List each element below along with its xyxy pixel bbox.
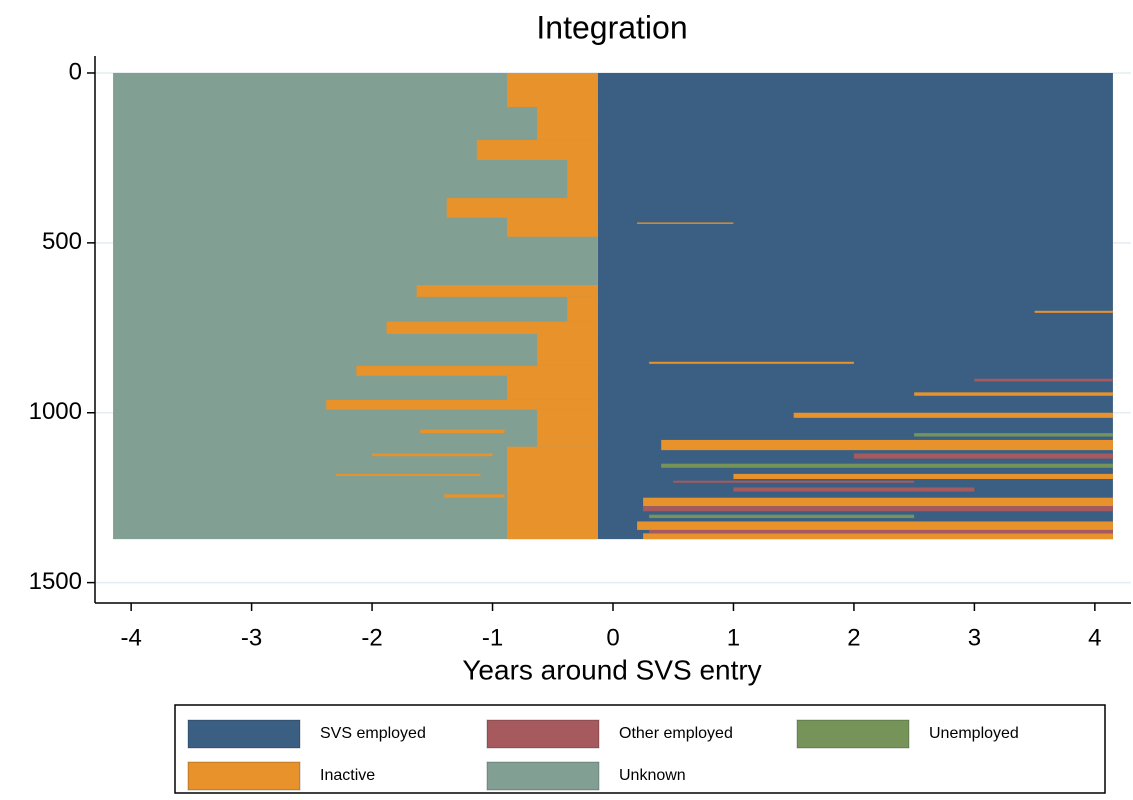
sequence-segment [506,217,598,237]
sequence-segment [420,429,505,434]
x-tick-label: -2 [361,624,382,651]
sequence-segment [326,399,598,410]
sequence-segment [567,159,598,199]
sequence-segment [446,198,598,218]
sequence-segment [537,333,598,366]
x-tick-label: -1 [482,624,503,651]
sequence-segment [649,361,854,364]
sequence-segment [506,375,598,400]
legend-swatch [486,761,600,791]
sequence-segment [649,529,1113,534]
sequence-segment [733,487,975,492]
legend-label: Other employed [619,725,733,742]
sequence-segment [661,439,1113,451]
x-tick-label: 1 [727,624,740,651]
sequence-segment [537,409,598,447]
sequence-segment [733,473,1113,479]
sequence-segment [637,222,734,224]
sequence-segment [649,514,915,519]
sequence-segment [356,365,598,376]
legend-label: Unknown [619,767,686,784]
legend-swatch [187,761,301,791]
legend-swatch [486,719,600,749]
x-tick-label: 4 [1088,624,1101,651]
sequence-segment [335,473,481,476]
sequence-segment [643,506,1113,512]
legend-label: Unemployed [929,725,1019,742]
x-tick-label: -4 [120,624,141,651]
sequence-segment [643,497,1113,507]
sequence-segment [661,463,1113,468]
sequence-segment [853,453,1113,459]
sequence-segment [506,446,598,540]
sequence-segment [643,533,1113,540]
sequence-segment [793,412,1113,418]
sequence-segment [416,284,598,297]
y-tick-label: 0 [69,58,82,85]
sequence-segment [567,296,598,322]
x-tick-label: 0 [606,624,619,651]
legend-box [174,704,1106,794]
legend-label: SVS employed [320,725,426,742]
sequence-segment [444,494,505,498]
x-tick-label: 3 [968,624,981,651]
sequence-segment [537,106,598,140]
sequence-segment [914,392,1113,396]
sequence-segment [476,139,598,160]
legend-swatch [796,719,910,749]
x-axis-label: Years around SVS entry [462,654,761,685]
sequence-segment [597,72,1113,540]
x-tick-label: -3 [241,624,262,651]
x-tick-label: 2 [847,624,860,651]
legend-swatch [187,719,301,749]
sequence-segment [974,378,1113,382]
sequence-segment [506,72,598,107]
y-tick-label: 500 [42,228,82,255]
y-tick-label: 1500 [29,568,82,595]
sequence-segment [386,321,598,334]
sequence-segment [637,521,1113,530]
legend-label: Inactive [320,767,375,784]
sequence-segment [1034,310,1113,313]
sequence-segment [372,453,493,457]
chart-title: Integration [536,9,687,45]
sequence-segment [914,433,1113,437]
y-tick-label: 1000 [29,398,82,425]
sequence-segment [673,480,915,483]
